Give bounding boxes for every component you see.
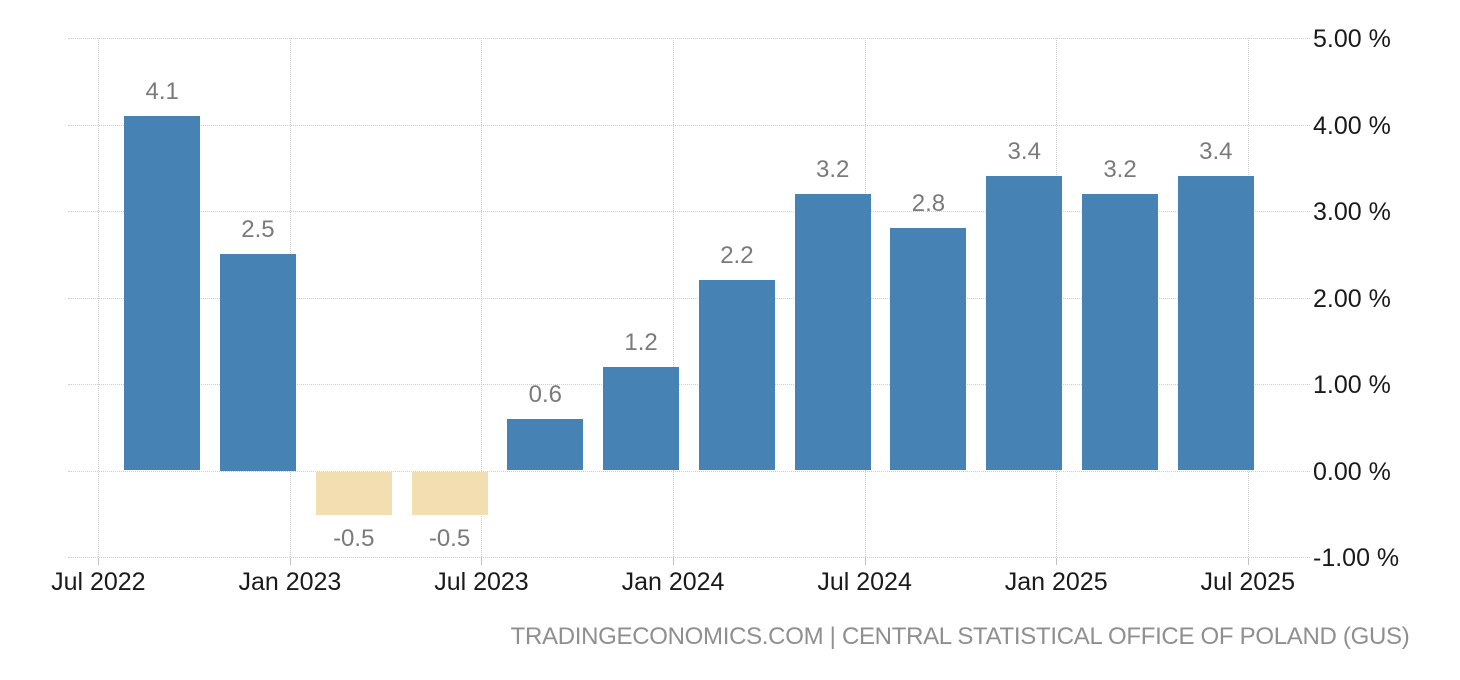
bar-value-label: 3.4 <box>1199 138 1233 166</box>
bar-value-label: 2.2 <box>720 242 754 270</box>
y-gridline <box>68 384 1310 385</box>
chart-attribution: TRADINGECONOMICS.COM | CENTRAL STATISTIC… <box>510 623 1410 650</box>
x-axis-tick <box>864 558 866 565</box>
bar[interactable] <box>1082 193 1159 471</box>
bar[interactable] <box>890 228 967 471</box>
bar[interactable] <box>1177 176 1254 471</box>
bar-value-label: 1.2 <box>624 328 658 356</box>
x-gridline <box>98 38 100 557</box>
y-axis-tick-label: 4.00 % <box>1313 111 1391 140</box>
y-gridline <box>68 211 1310 212</box>
bar[interactable] <box>124 115 201 471</box>
bar-value-label: 3.2 <box>815 155 850 183</box>
bar-value-label: 0.6 <box>528 380 562 408</box>
bar-value-label: 2.8 <box>911 190 946 218</box>
x-axis-tick-label: Jan 2025 <box>1004 568 1108 596</box>
bar[interactable] <box>794 193 871 471</box>
bar-value-label: 2.5 <box>241 216 275 244</box>
x-axis-tick-label: Jul 2024 <box>817 568 912 596</box>
bar[interactable] <box>219 254 296 471</box>
y-axis-tick-label: 5.00 % <box>1313 25 1391 53</box>
y-axis-tick-label: 2.00 % <box>1313 284 1391 313</box>
y-axis-tick-label: 0.00 % <box>1313 457 1391 486</box>
x-gridline <box>673 38 675 557</box>
y-gridline <box>68 297 1310 299</box>
x-axis-tick <box>289 558 291 565</box>
x-axis-tick <box>98 558 100 565</box>
x-axis-tick <box>673 558 675 565</box>
bar-value-label: -0.5 <box>428 524 471 552</box>
bar-value-label: 3.4 <box>1007 138 1041 166</box>
x-axis-tick <box>481 558 483 565</box>
x-gridline <box>481 38 483 557</box>
bar-value-label: 3.2 <box>1103 155 1137 183</box>
bar[interactable] <box>603 366 680 471</box>
y-gridline <box>68 124 1310 126</box>
y-axis-tick-label: 3.00 % <box>1313 198 1391 226</box>
bar[interactable] <box>986 176 1063 471</box>
y-axis-tick-label: 1.00 % <box>1313 371 1391 399</box>
x-axis-tick-label: Jul 2023 <box>434 568 529 596</box>
bar[interactable] <box>507 418 584 471</box>
y-gridline <box>68 38 1310 39</box>
x-axis-tick-label: Jan 2023 <box>238 568 342 596</box>
x-axis-tick <box>1056 558 1058 565</box>
bar[interactable] <box>411 471 488 515</box>
y-gridline <box>68 470 1310 472</box>
bar[interactable] <box>698 280 775 471</box>
x-axis-tick-label: Jan 2024 <box>621 568 725 596</box>
bar-value-label: 4.1 <box>145 77 179 105</box>
bar[interactable] <box>315 471 392 515</box>
x-axis-tick <box>1247 558 1249 565</box>
y-axis-tick-label: -1.00 % <box>1313 544 1400 572</box>
x-axis-tick-label: Jul 2022 <box>51 568 146 596</box>
y-gridline <box>68 557 1310 558</box>
bar-value-label: -0.5 <box>333 524 375 552</box>
x-axis-tick-label: Jul 2025 <box>1200 568 1295 596</box>
